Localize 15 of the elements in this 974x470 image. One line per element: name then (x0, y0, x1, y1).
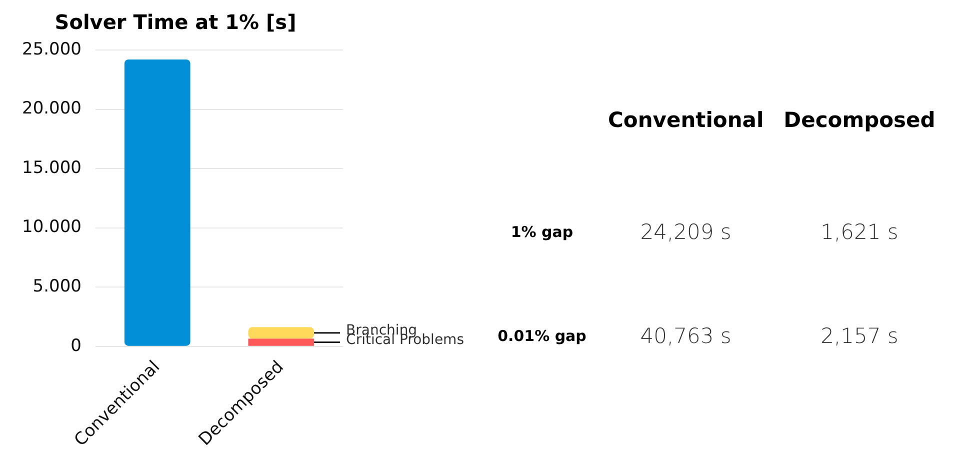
y-tick-label: 5.000 (32, 276, 82, 296)
text: 0.01% gap (496, 326, 588, 347)
y-tick-label: 15.000 (22, 158, 82, 178)
data-label: 24,209 s (639, 219, 732, 246)
y-tick-label: 25.000 (22, 39, 82, 60)
y-tick-label: 10.000 (22, 217, 82, 238)
chart-title: Solver Time at 1% [s] (54, 10, 296, 34)
y-tick-label: 0 (70, 336, 82, 356)
data-label: 40,763 s (639, 323, 732, 350)
data-label: 1,621 s (820, 219, 900, 246)
text: 1% gap (510, 222, 574, 243)
category-label: Conventional (607, 108, 765, 134)
category-label: Decomposed (782, 108, 936, 134)
data-label: 2,157 s (820, 323, 900, 350)
y-tick-label: 20.000 (22, 98, 82, 119)
